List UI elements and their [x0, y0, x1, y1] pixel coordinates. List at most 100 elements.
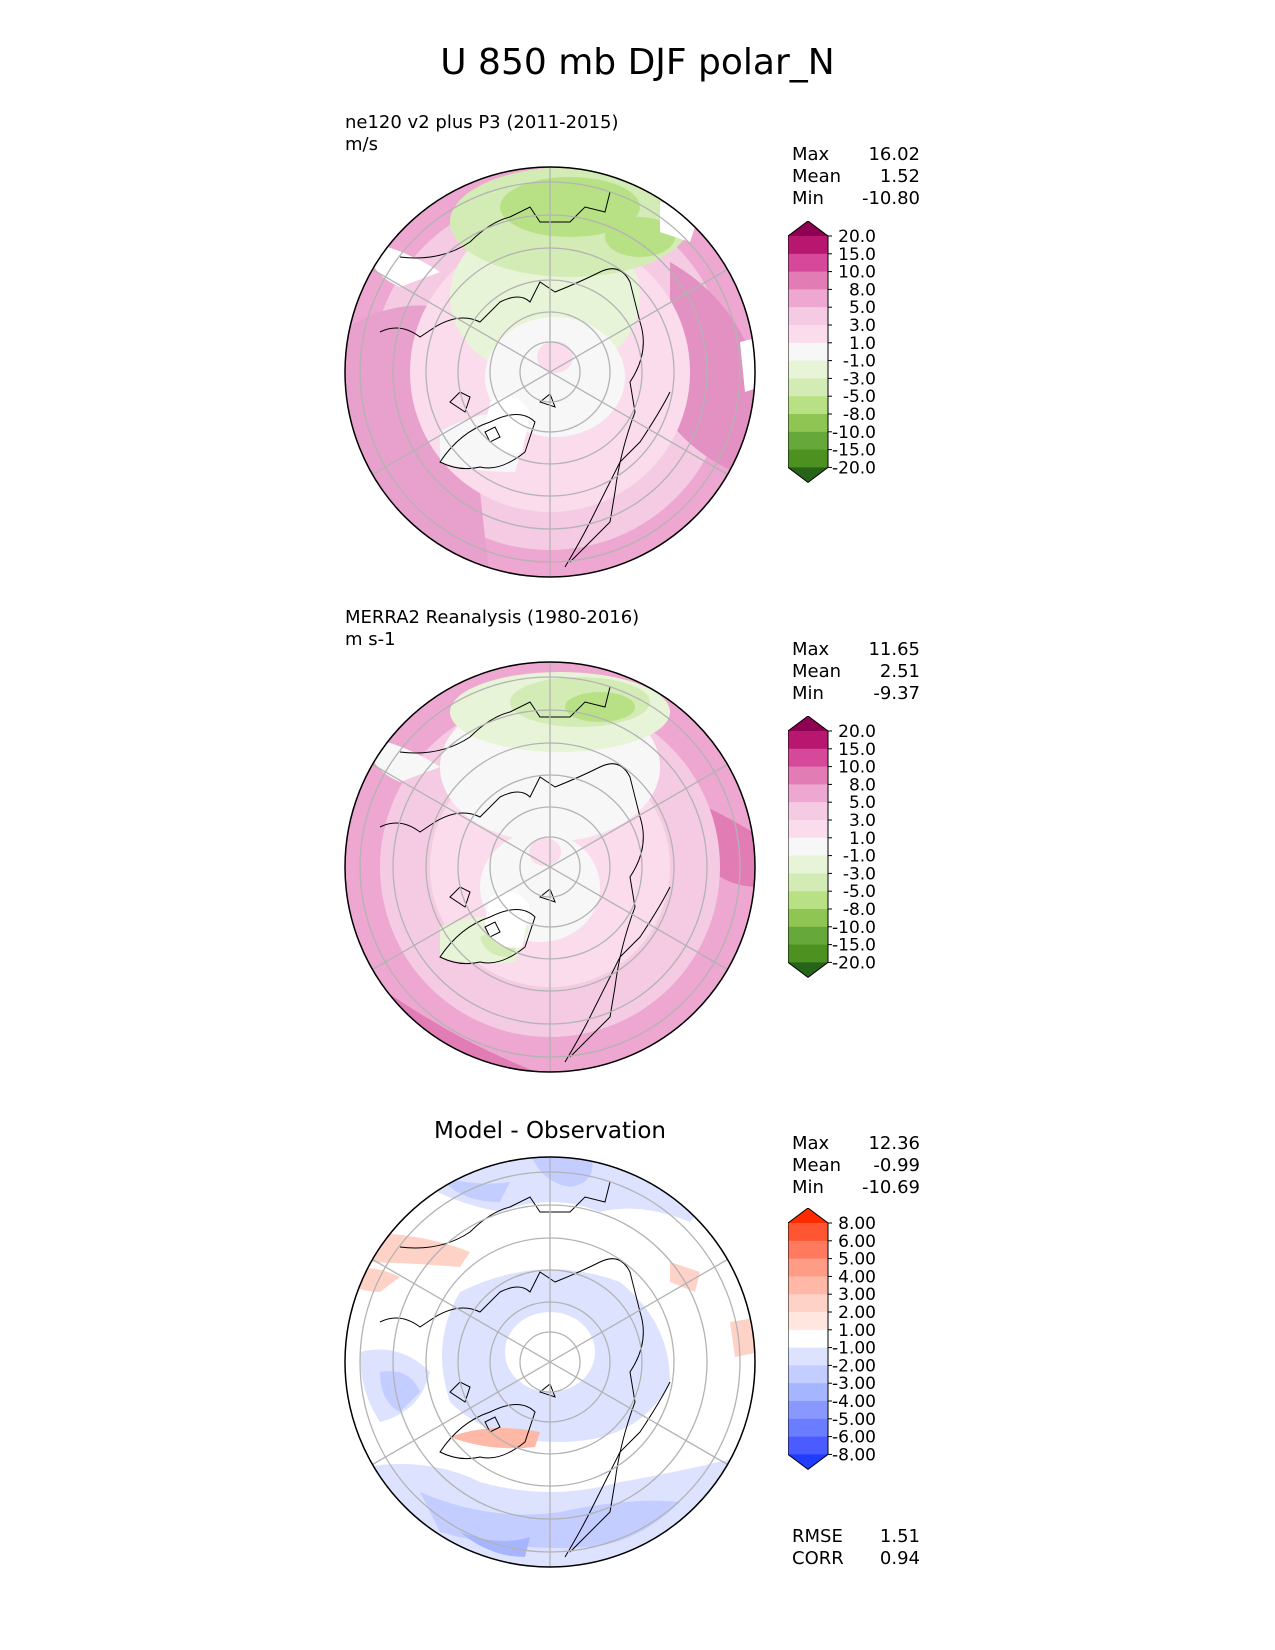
colorbar-segment	[788, 378, 828, 397]
panel-reference-title-line1: MERRA2 Reanalysis (1980-2016)	[345, 607, 640, 628]
colorbar-tick-label: -20.0	[832, 458, 876, 478]
colorbar-tick-label: -1.00	[832, 1339, 876, 1359]
colorbar-tick-label: -3.0	[843, 369, 876, 389]
colorbar-tick-label: 8.0	[849, 775, 876, 795]
colorbar-tick-label: -1.0	[843, 352, 876, 372]
colorbar-extend-max	[788, 716, 828, 731]
stat-max-value: 16.02	[868, 144, 920, 165]
colorbar-tick-label: -3.00	[832, 1374, 876, 1394]
colorbar-segment	[788, 1258, 828, 1277]
colorbar-tick-label: -4.00	[832, 1392, 876, 1412]
colorbar-tick-label: -8.0	[843, 405, 876, 425]
colorbar-segment	[788, 748, 828, 768]
colorbar-segment	[788, 1240, 828, 1260]
panel-test-stats: Max 16.02 Mean 1.52 Min -10.80	[792, 144, 920, 210]
stat-label: Min	[792, 683, 824, 704]
colorbar-segment	[788, 342, 828, 362]
colorbar-tick-label: 15.0	[838, 245, 876, 265]
colorbar-tick-label: -8.00	[832, 1445, 876, 1465]
panel-reference-title: MERRA2 Reanalysis (1980-2016) m s-1	[345, 607, 639, 651]
colorbar-tick-label: 4.00	[838, 1267, 876, 1287]
colorbar-extend-min	[788, 962, 828, 978]
colorbar-segment	[788, 1294, 828, 1313]
colorbar-segment	[788, 1347, 828, 1366]
colorbar-extend-max	[788, 1208, 828, 1223]
colorbar-tick-label: 1.00	[838, 1321, 876, 1341]
colorbar-segment	[788, 449, 828, 468]
colorbar-tick-label: 15.0	[838, 740, 876, 760]
colorbar-segment	[788, 236, 828, 255]
stat-label: Mean	[792, 661, 842, 682]
rmse-value: 1.51	[879, 1526, 920, 1547]
colorbar-tick-label: 10.0	[838, 263, 876, 283]
colorbar-tick-label: 5.00	[838, 1250, 876, 1270]
corr-value: 0.94	[879, 1548, 920, 1569]
colorbar-tick-label: 8.0	[849, 280, 876, 300]
colorbar-tick-label: -10.0	[832, 423, 876, 443]
colorbar-segment	[788, 1418, 828, 1438]
colorbar-segment	[788, 731, 828, 750]
stat-max-value: 11.65	[868, 639, 920, 660]
stat-mean-value: 1.52	[879, 166, 920, 187]
panel-test-title-line1: ne120 v2 plus P3 (2011-2015)	[345, 112, 619, 133]
colorbar-segment	[788, 325, 828, 344]
panel-test-title: ne120 v2 plus P3 (2011-2015) m/s	[345, 112, 619, 156]
colorbar-tick-label: -6.00	[832, 1428, 876, 1448]
stat-label: Mean	[792, 1155, 842, 1176]
stat-mean-value: -0.99	[873, 1155, 920, 1176]
colorbar-segment	[788, 1276, 828, 1295]
stat-label: Max	[792, 639, 830, 660]
colorbar-tick-label: 2.00	[838, 1303, 876, 1323]
colorbar-test: 20.015.010.08.05.03.01.0-1.0-3.0-5.0-8.0…	[788, 221, 876, 484]
colorbar-tick-label: -10.0	[832, 918, 876, 938]
stat-label: Max	[792, 144, 830, 165]
colorbar-tick-label: 5.0	[849, 298, 876, 318]
colorbar-tick-label: -5.00	[832, 1410, 876, 1430]
colorbar-tick-label: 6.00	[838, 1232, 876, 1252]
stat-min-value: -9.37	[873, 683, 920, 704]
panel-test-units: m/s	[345, 134, 378, 155]
stat-label: Min	[792, 1177, 824, 1198]
figure-title: U 850 mb DJF polar_N	[440, 42, 835, 83]
stat-min-value: -10.69	[861, 1177, 920, 1198]
colorbar-tick-label: 3.0	[849, 316, 876, 336]
panel-diff-title: Model - Observation	[433, 1118, 667, 1144]
colorbar-tick-label: -1.0	[843, 847, 876, 867]
stat-max-value: 12.36	[868, 1133, 920, 1154]
colorbar-segment	[788, 909, 828, 928]
colorbar-tick-label: 3.0	[849, 811, 876, 831]
colorbar-tick-label: -2.00	[832, 1356, 876, 1376]
panel-reference-units: m s-1	[345, 629, 396, 650]
metric-label: CORR	[792, 1548, 844, 1569]
colorbar-tick-label: 1.0	[849, 829, 876, 849]
colorbar-tick-label: 20.0	[838, 722, 876, 742]
colorbar-tick-label: -15.0	[832, 441, 876, 461]
colorbar-segment	[788, 289, 828, 308]
colorbar-segment	[788, 360, 828, 379]
colorbar-tick-label: 1.0	[849, 334, 876, 354]
colorbar-segment	[788, 855, 828, 874]
colorbar-tick-label: -5.0	[843, 387, 876, 407]
colorbar-segment	[788, 802, 828, 821]
stat-mean-value: 2.51	[879, 661, 920, 682]
colorbar-extend-max	[788, 221, 828, 236]
colorbar-reference: 20.015.010.08.05.03.01.0-1.0-3.0-5.0-8.0…	[788, 716, 876, 979]
colorbar-diff: 8.006.005.004.003.002.001.00-1.00-2.00-3…	[788, 1208, 876, 1471]
colorbar-tick-label: -20.0	[832, 953, 876, 973]
polar-map-reference	[344, 661, 756, 1073]
colorbar-segment	[788, 414, 828, 433]
panel-diff-metrics: RMSE 1.51 CORR 0.94	[792, 1526, 920, 1570]
colorbar-segment	[788, 926, 828, 946]
colorbar-tick-label: 10.0	[838, 758, 876, 778]
colorbar-tick-label: 20.0	[838, 227, 876, 247]
colorbar-segment	[788, 820, 828, 839]
colorbar-segment	[788, 1365, 828, 1384]
colorbar-segment	[788, 1329, 828, 1349]
colorbar-tick-label: -8.0	[843, 900, 876, 920]
colorbar-segment	[788, 1401, 828, 1420]
colorbar-tick-label: 3.00	[838, 1285, 876, 1305]
colorbar-segment	[788, 1436, 828, 1455]
colorbar-segment	[788, 873, 828, 892]
stat-label: Mean	[792, 166, 842, 187]
metric-label: RMSE	[792, 1526, 843, 1547]
